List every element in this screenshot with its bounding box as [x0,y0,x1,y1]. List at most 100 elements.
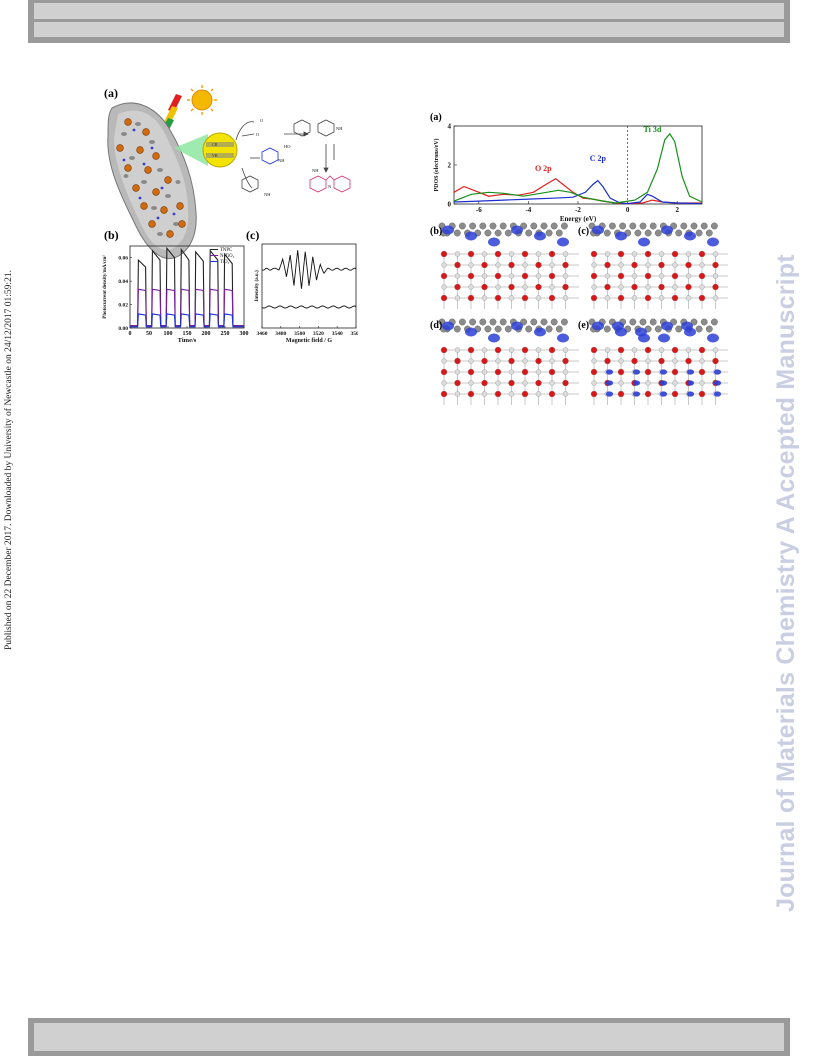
oxygen-atom [494,368,502,376]
carbon-atom [690,222,698,230]
carbon-atom [675,229,683,237]
titanium-atom [562,273,569,279]
oxygen-atom [698,368,706,376]
titanium-atom [562,391,569,397]
carbon-atom [649,222,657,230]
titanium-atom [454,251,461,257]
oxygen-atom [562,261,569,269]
carbon-atom [459,222,466,230]
titanium-atom [645,358,651,364]
charge-density-lobe [661,321,673,331]
charge-density-lobe [635,327,647,337]
charge-density-lobe [557,237,569,247]
x-axis-label: Time/s [178,337,197,344]
titanium-atom [685,295,692,301]
titanium-atom [699,358,705,364]
carbon-atom [639,318,647,326]
pdos-chart: -6 -4 -2 0 2 0 2 4 Energy (eV) PDOS (electrons/eV… [433,123,703,223]
charge-density-lobe [534,327,546,337]
charge-density-lobe [511,321,523,331]
oxygen-atom [671,368,679,376]
titanium-atom [481,369,488,375]
oxygen-atom [467,272,475,280]
oxygen-atom [712,261,719,269]
oxygen-atom [535,283,542,291]
oxygen-atom [698,346,706,354]
carbon-atom [479,318,487,326]
oxygen-atom [671,272,679,280]
titanium-atom [535,295,542,301]
series-line [453,132,703,204]
carbon-atom [695,229,703,237]
titanium-atom [618,358,624,364]
titanium-atom [591,284,597,290]
carbon-atom [550,222,558,230]
titanium-atom [685,251,692,257]
titanium-atom [441,284,447,290]
titanium-atom [712,251,719,257]
oxygen-atom [467,368,475,376]
carbon-atom [639,222,647,230]
oxygen-atom [508,261,515,269]
oxygen-atom [440,250,448,258]
oxygen-atom [685,357,692,365]
x-axis-label: Magnetic field / G [286,338,332,344]
oxygen-atom [658,357,665,365]
oxygen-atom [644,272,652,280]
structure-panel-e [588,318,728,405]
oxygen-atom [590,368,598,376]
oxygen-atom [631,261,638,269]
titanium-atom [672,284,678,290]
titanium-atom [645,262,651,268]
titanium-atom [549,284,555,290]
titanium-atom [712,347,719,353]
charge-density-lobe [659,380,668,386]
charge-density-lobe [686,391,695,397]
oxygen-atom [467,346,475,354]
titanium-atom [481,347,488,353]
x-tick-label: -2 [575,206,581,214]
label-ho2: HO [284,144,291,149]
oxygen-atom [644,390,652,398]
titanium-atom [508,273,515,279]
oxygen-atom [508,357,515,365]
titanium-atom [508,251,515,257]
titanium-atom [535,391,542,397]
published-download-note: Published on 22 December 2017. Downloade… [4,270,14,650]
carbon-atom [560,318,568,326]
x-tick-label: 3480 [275,331,286,337]
plot-frame [261,243,357,329]
y-tick-label: 0.00 [118,326,128,332]
titanium-atom [658,251,665,257]
y-axis-label: Photocurrent density/mA/cm² [102,255,108,319]
oxygen-atom [440,272,448,280]
series-line [130,288,244,327]
carbon-atom [675,325,683,333]
titanium-atom [618,262,624,268]
legend-label: TiO₂ [220,260,230,265]
oxygen-atom [562,357,569,365]
y-axis-label: PDOS (electrons/eV) [433,138,440,191]
oxygen-atom [644,368,652,376]
series-annotation: Ti 3d [643,125,661,134]
charge-density-lobe [534,231,546,241]
charge-density-lobe [442,321,454,331]
oxygen-atom [685,283,692,291]
titanium-atom [631,347,638,353]
titanium-atom [441,262,447,268]
x-tick-label: 0 [129,331,132,337]
carbon-atom [494,325,502,333]
y-tick-label: 2 [448,162,452,170]
oxygen-atom [454,261,461,269]
charge-density-lobe [713,380,722,386]
oxygen-atom [521,390,529,398]
carbon-atom [555,325,563,333]
titanium-atom [631,251,638,257]
species-labels: O O NH HO NH NH NH N [256,118,343,197]
titanium-atom [495,358,501,364]
charge-density-lobe [713,391,722,397]
footer-bar [28,1018,790,1056]
titanium-atom [468,284,474,290]
label-nh3: NH [312,168,319,173]
carbon-atom [484,229,492,237]
